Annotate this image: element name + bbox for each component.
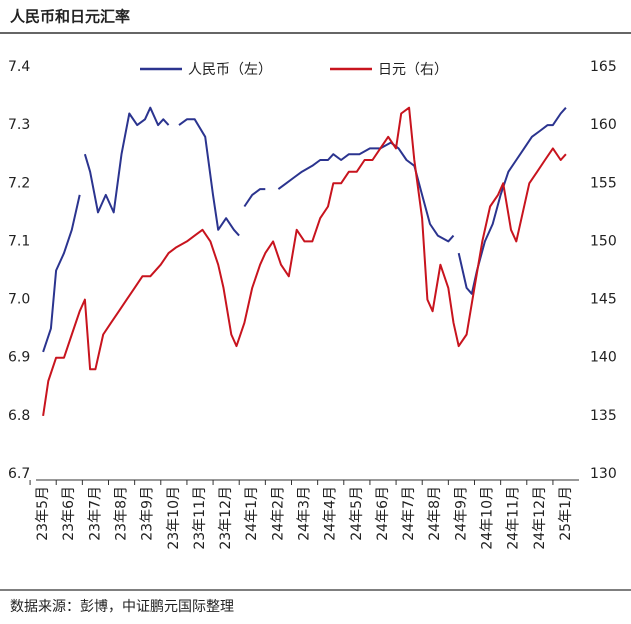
y2-tick-label: 150 bbox=[590, 233, 617, 249]
x-tick-label: 24年6月 bbox=[375, 486, 391, 541]
y-tick-label: 7.3 bbox=[8, 117, 30, 133]
x-tick-label: 24年5月 bbox=[349, 486, 365, 541]
y2-tick-label: 160 bbox=[590, 117, 617, 133]
y2-tick-label: 135 bbox=[590, 408, 617, 424]
x-tick-label: 23年5月 bbox=[35, 486, 51, 541]
x-tick-label: 23年12月 bbox=[218, 486, 234, 550]
x-tick-label: 23年10月 bbox=[166, 486, 182, 550]
chart-title: 人民币和日元汇率 bbox=[10, 8, 130, 26]
x-tick-label: 23年8月 bbox=[114, 486, 130, 541]
x-tick-label: 23年9月 bbox=[140, 486, 156, 541]
y-tick-label: 6.9 bbox=[8, 350, 30, 366]
x-tick-label: 24年4月 bbox=[323, 486, 339, 541]
x-tick-label: 23年7月 bbox=[87, 486, 103, 541]
y2-tick-label: 140 bbox=[590, 350, 617, 366]
legend-label: 日元（右） bbox=[378, 62, 448, 78]
x-tick-label: 24年1月 bbox=[244, 486, 260, 541]
y2-tick-label: 130 bbox=[590, 466, 617, 482]
x-tick-label: 24年2月 bbox=[270, 486, 286, 541]
legend-label: 人民币（左） bbox=[188, 62, 272, 78]
series-line bbox=[42, 106, 567, 417]
x-tick-label: 24年8月 bbox=[427, 486, 443, 541]
x-tick-label: 24年3月 bbox=[297, 486, 313, 541]
y-tick-label: 6.7 bbox=[8, 466, 30, 482]
y2-tick-label: 145 bbox=[590, 292, 617, 308]
x-tick-label: 23年6月 bbox=[61, 486, 77, 541]
y-tick-label: 7.4 bbox=[8, 59, 30, 75]
x-tick-label: 24年12月 bbox=[532, 486, 548, 550]
x-tick-label: 24年9月 bbox=[453, 486, 469, 541]
y-tick-label: 7.2 bbox=[8, 175, 30, 191]
x-tick-label: 25年1月 bbox=[558, 486, 574, 541]
x-tick-label: 23年11月 bbox=[192, 486, 208, 550]
y2-tick-label: 155 bbox=[590, 175, 617, 191]
y-tick-label: 7.1 bbox=[8, 233, 30, 249]
y-tick-label: 7.0 bbox=[8, 292, 30, 308]
x-tick-label: 24年7月 bbox=[401, 486, 417, 541]
source: 数据来源：彭博，中证鹏元国际整理 bbox=[10, 598, 234, 615]
x-tick-label: 24年11月 bbox=[506, 486, 522, 550]
y2-tick-label: 165 bbox=[590, 59, 617, 75]
x-tick-label: 24年10月 bbox=[480, 486, 496, 550]
series-line bbox=[42, 106, 567, 353]
y-tick-label: 6.8 bbox=[8, 408, 30, 424]
